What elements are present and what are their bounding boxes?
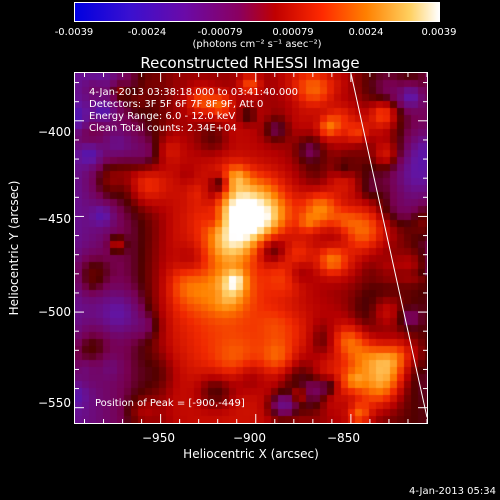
x-axis-label: Heliocentric X (arcsec): [183, 447, 319, 461]
colorbar-tick-label: -0.0039: [54, 27, 94, 38]
colorbar-tick-label: -0.00079: [197, 27, 243, 38]
plot-area: 4-Jan-2013 03:38:18.000 to 03:41:40.000 …: [74, 72, 428, 424]
plot-title: Reconstructed RHESSI Image: [140, 54, 360, 72]
y-tick-label: −450: [38, 212, 71, 226]
heatmap-image: [75, 73, 427, 423]
colorbar-gradient: [75, 3, 439, 21]
colorbar-tick-label: 0.0024: [348, 27, 384, 38]
x-tick-label: −850: [327, 431, 360, 445]
colorbar-tick-label: -0.0024: [127, 27, 167, 38]
y-tick-label: −400: [38, 125, 71, 139]
x-tick-label: −950: [142, 431, 175, 445]
x-tick-label: −900: [233, 431, 266, 445]
info-energy-range: Energy Range: 6.0 - 12.0 keV: [89, 111, 236, 122]
solar-limb-line: [350, 73, 427, 418]
colorbar-tick-label: 0.00079: [272, 27, 314, 38]
colorbar: [74, 2, 440, 22]
colorbar-units: (photons cm⁻² s⁻¹ asec⁻²): [192, 39, 322, 50]
peak-position-label: Position of Peak = [-900,-449]: [95, 398, 245, 409]
y-tick-label: −550: [38, 396, 71, 410]
info-time-range: 4-Jan-2013 03:38:18.000 to 03:41:40.000: [89, 87, 298, 98]
info-detectors: Detectors: 3F 5F 6F 7F 8F 9F, Att 0: [89, 99, 264, 110]
y-tick-label: −500: [38, 305, 71, 319]
y-axis-label: Heliocentric Y (arcsec): [7, 180, 21, 316]
info-total-counts: Clean Total counts: 2.34E+04: [89, 123, 237, 134]
colorbar-tick-label: 0.0039: [421, 27, 457, 38]
plot-overlay: [75, 73, 427, 423]
footer-date: 4-Jan-2013 05:34: [409, 486, 496, 497]
